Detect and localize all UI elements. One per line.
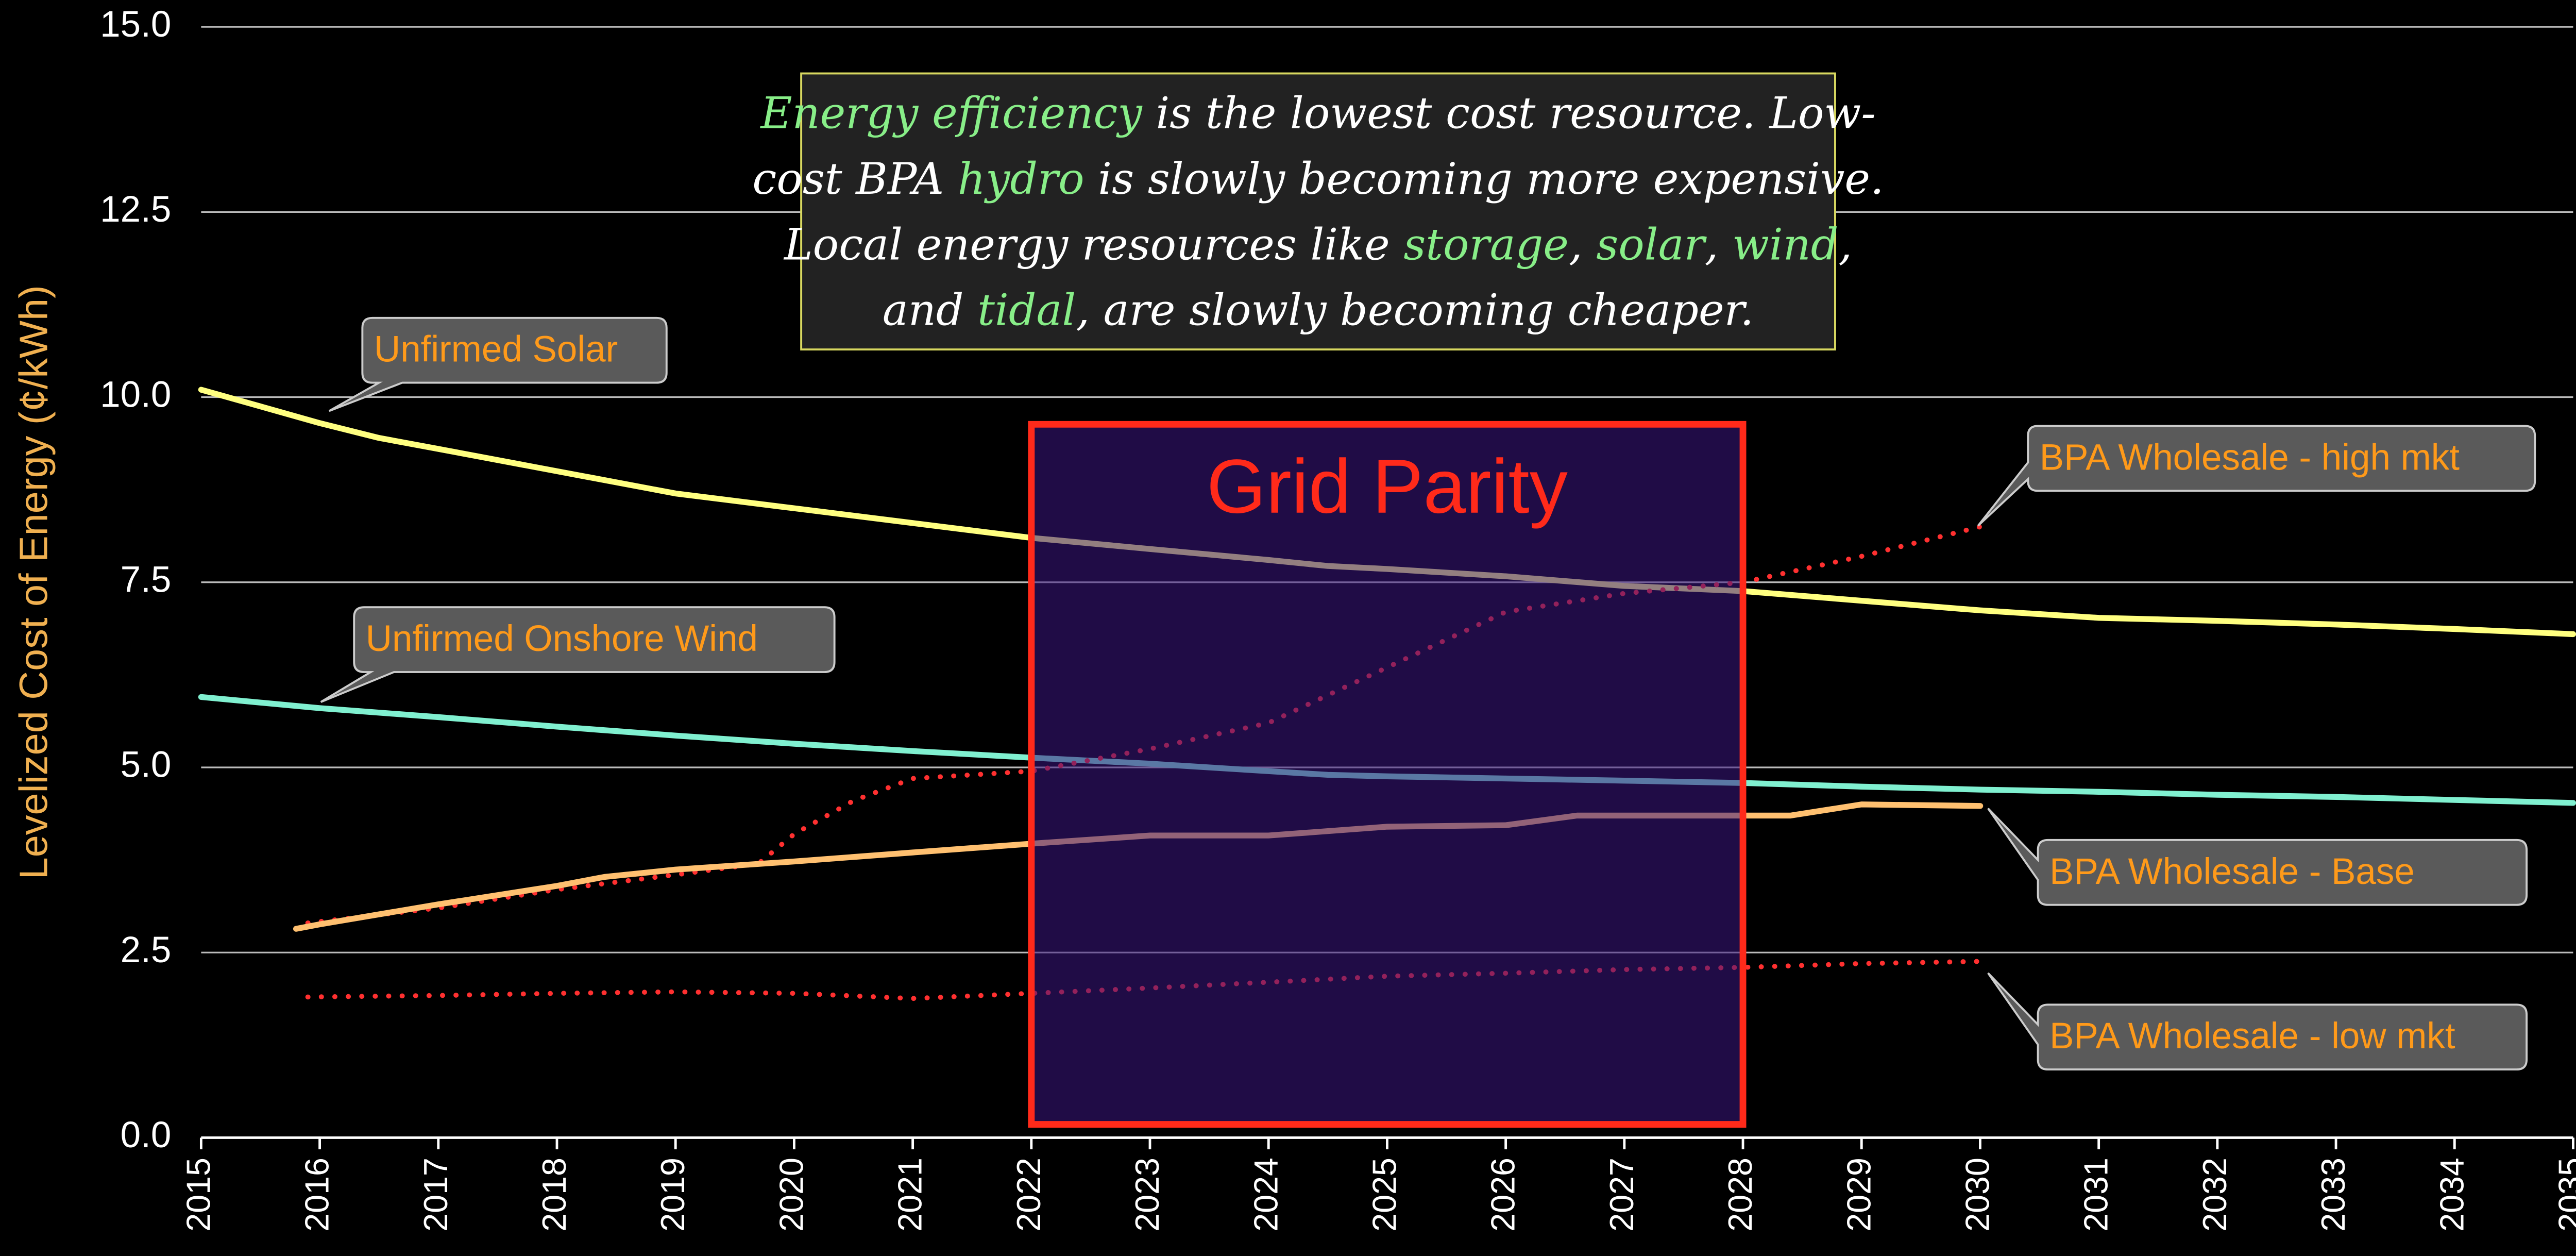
annotation-segment: , (1569, 219, 1596, 270)
annotation-segment: wind (1732, 219, 1838, 270)
legend-label: BPA Wholesale - high mkt (2040, 437, 2460, 478)
callout-box (1987, 972, 2528, 1071)
annotation-segment: cost BPA (752, 154, 958, 204)
x-tick-label: 2021 (892, 1158, 929, 1232)
x-tick-label: 2018 (536, 1158, 573, 1232)
x-tick-label: 2030 (1959, 1158, 1996, 1232)
annotation-segment: is the lowest cost resource. Low- (1142, 88, 1876, 138)
annotation-segment: hydro (958, 154, 1084, 204)
x-tick-label: 2025 (1366, 1158, 1403, 1232)
x-tick-label: 2019 (654, 1158, 691, 1232)
callout-box (320, 606, 836, 703)
y-tick-label: 15.0 (100, 4, 171, 45)
y-tick-label: 12.5 (100, 189, 171, 230)
callout-box (1987, 808, 2528, 906)
x-tick-label: 2022 (1010, 1158, 1047, 1232)
annotation-line: Energy efficiency is the lowest cost res… (759, 88, 1875, 138)
annotation-segment: is slowly becoming more expensive. (1084, 154, 1884, 204)
annotation-segment: storage (1403, 219, 1569, 270)
y-tick-label: 0.0 (121, 1115, 172, 1155)
annotation-segment: and (883, 285, 977, 336)
x-tick-label: 2033 (2315, 1158, 2352, 1232)
annotation-segment: , are slowly becoming cheaper. (1076, 285, 1754, 336)
callout-box (1977, 425, 2536, 527)
x-tick-label: 2031 (2078, 1158, 2115, 1232)
y-tick-label: 2.5 (121, 930, 172, 970)
x-tick-label: 2015 (180, 1158, 217, 1232)
legend-label: BPA Wholesale - low mkt (2049, 1016, 2455, 1057)
annotation-segment: , (1838, 219, 1852, 270)
y-tick-label: 10.0 (100, 374, 171, 415)
annotation-box (800, 72, 1836, 351)
annotation-line: cost BPA hydro is slowly becoming more e… (752, 154, 1884, 204)
legend-label: Unfirmed Solar (374, 329, 618, 370)
x-tick-label: 2017 (417, 1158, 454, 1232)
y-tick-label: 5.0 (121, 745, 172, 785)
x-tick-label: 2029 (1840, 1158, 1877, 1232)
x-tick-label: 2016 (299, 1158, 336, 1232)
x-tick-label: 2028 (1722, 1158, 1759, 1232)
x-tick-label: 2034 (2433, 1158, 2470, 1232)
annotation-segment: Local energy resources like (783, 219, 1403, 270)
annotation-segment: tidal (977, 285, 1076, 336)
x-tick-label: 2027 (1603, 1158, 1640, 1232)
x-tick-label: 2032 (2196, 1158, 2233, 1232)
x-tick-label: 2020 (773, 1158, 810, 1232)
x-tick-label: 2026 (1485, 1158, 1522, 1232)
annotation-segment: solar (1596, 219, 1707, 270)
region-label: Grid Parity (1207, 444, 1568, 529)
x-tick-label: 2024 (1247, 1158, 1284, 1232)
x-tick-label: 2023 (1129, 1158, 1166, 1232)
legend-label: Unfirmed Onshore Wind (366, 618, 758, 659)
legend-label: BPA Wholesale - Base (2049, 851, 2415, 892)
annotation-segment: Energy efficiency (759, 88, 1143, 138)
grid-parity-region (1028, 421, 1747, 1128)
callout-box (328, 316, 668, 412)
x-tick-label: 2035 (2552, 1158, 2576, 1232)
annotation-line: and tidal, are slowly becoming cheaper. (883, 285, 1754, 336)
annotation-line: Local energy resources like storage, sol… (783, 219, 1852, 270)
annotation-segment: , (1705, 219, 1732, 270)
y-axis-label: Levelized Cost of Energy (¢/kWh) (11, 285, 56, 879)
y-tick-label: 7.5 (121, 560, 172, 600)
